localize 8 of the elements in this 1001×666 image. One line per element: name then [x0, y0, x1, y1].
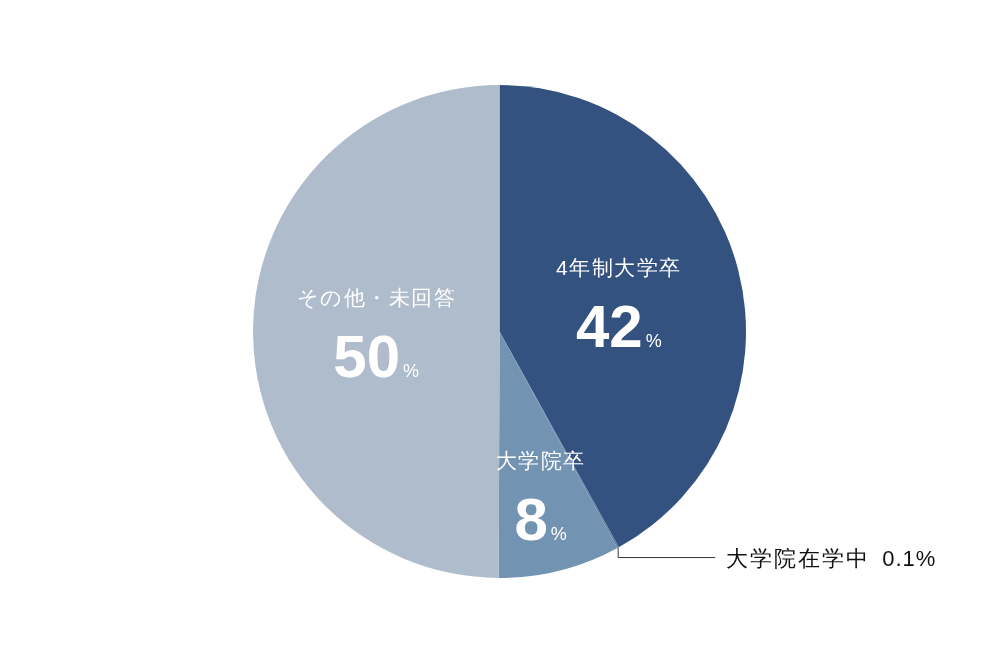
data-label: 0.1% — [882, 545, 937, 571]
data-label: 8% — [514, 485, 567, 553]
slice-label: 大学院卒 — [495, 448, 586, 472]
slice-label: その他・未回答 — [296, 286, 456, 310]
data-label: 50% — [333, 323, 420, 391]
data-label: 42% — [575, 292, 662, 360]
slice-label: 4年制大学卒 — [555, 255, 682, 279]
slice-label: 大学院在学中 — [726, 545, 871, 571]
